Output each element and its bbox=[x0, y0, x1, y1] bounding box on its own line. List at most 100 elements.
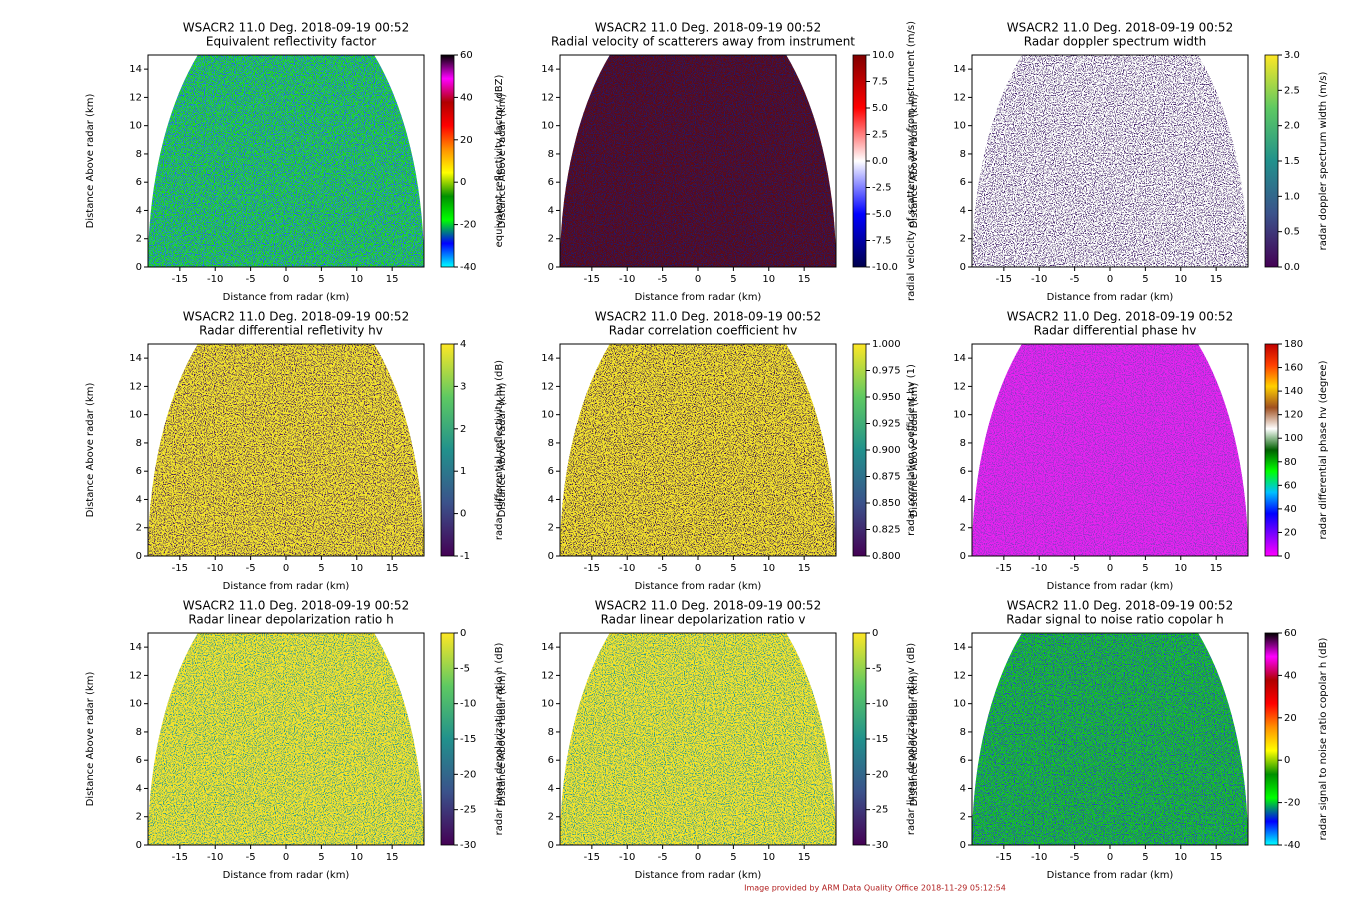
colorbar-label: radar signal to noise ratio copolar h (d… bbox=[1318, 638, 1329, 841]
colorbar-tick-label: 3.0 bbox=[1284, 50, 1300, 61]
y-tick-label: 2 bbox=[548, 812, 554, 823]
x-tick-label: 5 bbox=[730, 852, 736, 863]
colorbar-tick-label: -20 bbox=[460, 769, 476, 780]
x-tick-label: 5 bbox=[730, 563, 736, 574]
y-tick-label: 2 bbox=[960, 234, 966, 245]
colorbar-tick-label: -1 bbox=[460, 551, 470, 562]
y-tick-label: 6 bbox=[960, 755, 966, 766]
colorbar-tick-label: 0.900 bbox=[872, 445, 901, 456]
colorbar-tick-label: 2.5 bbox=[1284, 85, 1300, 96]
y-axis-label: Distance Above radar (km) bbox=[85, 94, 96, 229]
y-tick-label: 14 bbox=[129, 642, 142, 653]
x-tick-label: 15 bbox=[1210, 274, 1223, 285]
y-tick-label: 2 bbox=[960, 812, 966, 823]
colorbar-tick-label: 0 bbox=[1284, 551, 1290, 562]
x-tick-label: 15 bbox=[798, 852, 811, 863]
panel-subtitle: Radar doppler spectrum width bbox=[1024, 35, 1206, 49]
colorbar-tick-label: 0.875 bbox=[872, 472, 901, 483]
x-tick-label: 10 bbox=[1174, 852, 1187, 863]
x-axis-label: Distance from radar (km) bbox=[635, 581, 762, 592]
x-tick-label: 15 bbox=[1210, 563, 1223, 574]
panel-title: WSACR2 11.0 Deg. 2018-09-19 00:52 bbox=[183, 21, 409, 35]
y-axis-label: Distance Above radar (km) bbox=[497, 94, 508, 229]
colorbar-tick-label: 80 bbox=[1284, 457, 1297, 468]
colorbar bbox=[440, 54, 455, 268]
x-tick-label: -15 bbox=[584, 852, 600, 863]
y-axis-label: Distance Above radar (km) bbox=[909, 94, 920, 229]
y-tick-label: 2 bbox=[136, 234, 142, 245]
x-tick-label: 0 bbox=[1107, 563, 1113, 574]
x-tick-label: 15 bbox=[798, 274, 811, 285]
x-tick-label: 5 bbox=[318, 563, 324, 574]
y-tick-label: 12 bbox=[953, 670, 966, 681]
colorbar-tick-label: 1 bbox=[460, 466, 466, 477]
colorbar bbox=[440, 343, 455, 557]
colorbar-tick-label: 0.0 bbox=[1284, 262, 1300, 273]
y-tick-label: 14 bbox=[953, 642, 966, 653]
panel: -15 -10 -5 0 5 10 15 0 2 4 6 8 10 12 14 Distance from r… bbox=[909, 599, 1329, 882]
colorbar-tick-label: 2.5 bbox=[872, 130, 888, 141]
y-tick-label: 12 bbox=[129, 381, 142, 392]
x-axis-label: Distance from radar (km) bbox=[223, 581, 350, 592]
x-tick-label: 5 bbox=[1142, 852, 1148, 863]
radar-image bbox=[560, 633, 836, 845]
colorbar-tick-label: 0 bbox=[1284, 755, 1290, 766]
x-tick-label: 10 bbox=[762, 563, 775, 574]
y-tick-label: 8 bbox=[548, 438, 554, 449]
y-tick-label: 6 bbox=[548, 755, 554, 766]
y-tick-label: 4 bbox=[136, 783, 142, 794]
colorbar-tick-label: 0 bbox=[872, 628, 878, 639]
y-tick-label: 14 bbox=[541, 353, 554, 364]
y-tick-label: 8 bbox=[960, 438, 966, 449]
colorbar bbox=[440, 632, 455, 846]
x-tick-label: 5 bbox=[318, 852, 324, 863]
y-tick-label: 2 bbox=[136, 812, 142, 823]
colorbar-tick-label: 10.0 bbox=[872, 50, 894, 61]
x-tick-label: -15 bbox=[584, 563, 600, 574]
colorbar-label: radial velocity of scatterers away from … bbox=[906, 21, 917, 301]
y-tick-label: 10 bbox=[953, 410, 966, 421]
y-tick-label: 12 bbox=[541, 92, 554, 103]
x-tick-label: 10 bbox=[762, 852, 775, 863]
panel-subtitle: Radar differential phase hv bbox=[1034, 324, 1197, 338]
colorbar-tick-label: 40 bbox=[1284, 504, 1297, 515]
y-tick-label: 2 bbox=[548, 523, 554, 534]
colorbar-tick-label: -40 bbox=[1284, 840, 1300, 851]
x-tick-label: 0 bbox=[695, 563, 701, 574]
panel: -15 -10 -5 0 5 10 15 0 2 4 6 8 10 12 14 Distance from r… bbox=[497, 599, 917, 882]
colorbar-tick-label: 60 bbox=[1284, 628, 1297, 639]
y-tick-label: 4 bbox=[548, 783, 554, 794]
x-tick-label: -10 bbox=[207, 563, 223, 574]
y-tick-label: 2 bbox=[136, 523, 142, 534]
x-tick-label: 5 bbox=[1142, 274, 1148, 285]
colorbar-tick-label: 120 bbox=[1284, 410, 1303, 421]
colorbar-tick-label: -40 bbox=[460, 262, 476, 273]
x-tick-label: -5 bbox=[246, 852, 256, 863]
panel: -15 -10 -5 0 5 10 15 0 2 4 6 8 10 12 14 Distance from r… bbox=[85, 21, 505, 304]
x-tick-label: -10 bbox=[1031, 274, 1047, 285]
colorbar-label: radar linear depolarization ratio h (dB) bbox=[494, 643, 505, 836]
colorbar-tick-label: 0 bbox=[460, 509, 466, 520]
x-axis-label: Distance from radar (km) bbox=[1047, 870, 1174, 881]
x-tick-label: 10 bbox=[350, 852, 363, 863]
x-tick-label: 5 bbox=[1142, 563, 1148, 574]
y-tick-label: 12 bbox=[953, 92, 966, 103]
x-axis-label: Distance from radar (km) bbox=[223, 292, 350, 303]
x-axis-label: Distance from radar (km) bbox=[635, 870, 762, 881]
x-tick-label: 15 bbox=[386, 274, 399, 285]
y-tick-label: 2 bbox=[548, 234, 554, 245]
x-tick-label: -10 bbox=[207, 852, 223, 863]
colorbar-tick-label: 40 bbox=[1284, 670, 1297, 681]
y-tick-label: 14 bbox=[129, 64, 142, 75]
x-tick-label: 15 bbox=[1210, 852, 1223, 863]
colorbar-tick-label: 3 bbox=[460, 381, 466, 392]
y-tick-label: 10 bbox=[541, 121, 554, 132]
x-axis-label: Distance from radar (km) bbox=[1047, 292, 1174, 303]
x-tick-label: -10 bbox=[207, 274, 223, 285]
panel-title: WSACR2 11.0 Deg. 2018-09-19 00:52 bbox=[1007, 310, 1233, 324]
y-tick-label: 8 bbox=[136, 438, 142, 449]
colorbar-tick-label: 160 bbox=[1284, 363, 1303, 374]
colorbar-tick-label: -5 bbox=[460, 663, 470, 674]
x-tick-label: 10 bbox=[1174, 274, 1187, 285]
y-axis-label: Distance Above radar (km) bbox=[909, 383, 920, 518]
